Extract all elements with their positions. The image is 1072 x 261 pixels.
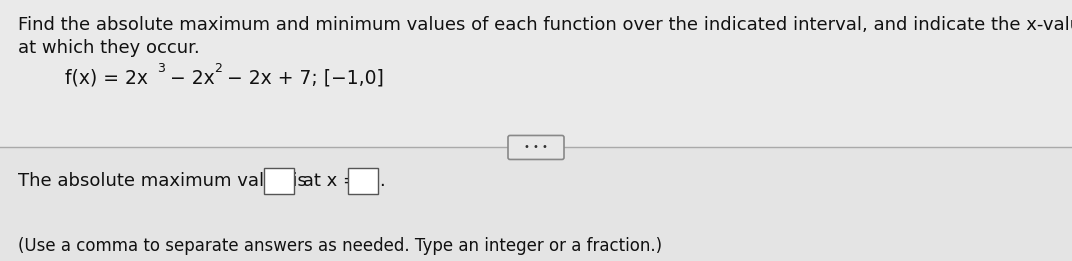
- Text: at which they occur.: at which they occur.: [18, 39, 199, 57]
- Text: f(x) = 2x: f(x) = 2x: [65, 68, 148, 87]
- Text: 3: 3: [157, 62, 165, 75]
- FancyBboxPatch shape: [264, 168, 294, 194]
- Text: − 2x: − 2x: [164, 68, 214, 87]
- Bar: [0, 147, 1072, 261]
- Text: The absolute maximum value is: The absolute maximum value is: [18, 172, 307, 190]
- FancyBboxPatch shape: [508, 135, 564, 159]
- Text: − 2x + 7; [−1,0]: − 2x + 7; [−1,0]: [221, 68, 384, 87]
- Text: .: .: [379, 172, 385, 190]
- FancyBboxPatch shape: [348, 168, 378, 194]
- Bar: [0, 0, 1072, 147]
- Text: 2: 2: [214, 62, 222, 75]
- Text: at x =: at x =: [297, 172, 358, 190]
- Text: Find the absolute maximum and minimum values of each function over the indicated: Find the absolute maximum and minimum va…: [18, 16, 1072, 34]
- Text: • • •: • • •: [524, 143, 548, 152]
- Text: (Use a comma to separate answers as needed. Type an integer or a fraction.): (Use a comma to separate answers as need…: [18, 237, 662, 255]
